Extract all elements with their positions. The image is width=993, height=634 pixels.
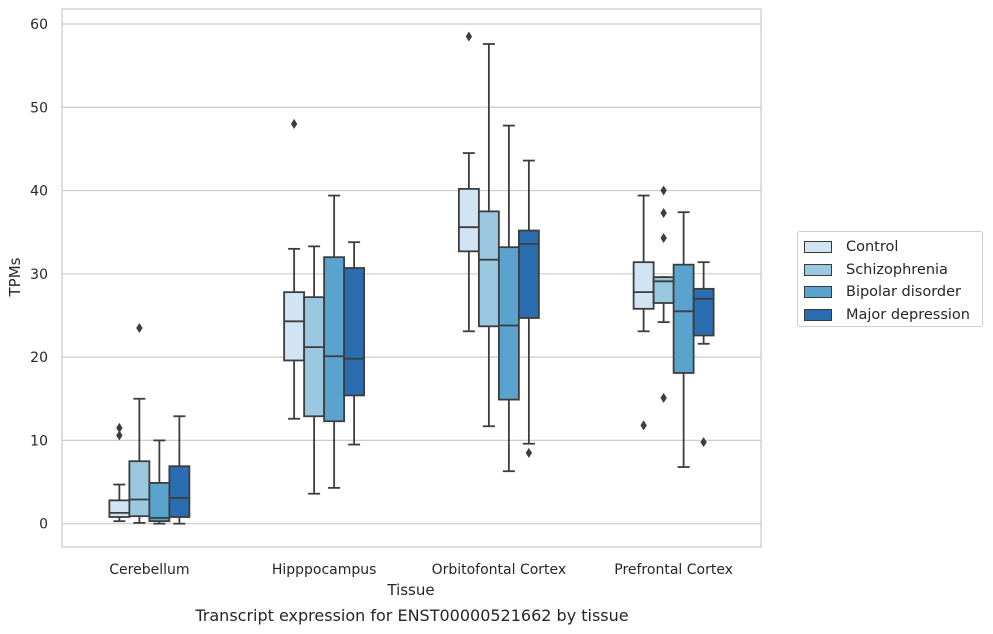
legend-label: Schizophrenia	[846, 261, 948, 278]
outlier-point	[700, 437, 707, 448]
chart-caption: Transcript expression for ENST0000052166…	[195, 606, 629, 625]
legend: Control Schizophrenia Bipolar disorder Majo…	[797, 231, 983, 327]
outlier-point	[136, 322, 143, 333]
box-body	[128, 460, 151, 518]
x-axis-ticks: Cerebellum Hipppocampus Orbitofontal Corte…	[109, 562, 733, 578]
y-axis-ticks: 0 10 20 30 40 50 60	[30, 17, 48, 533]
box-schizophrenia	[128, 322, 151, 524]
box-body	[343, 267, 366, 397]
gridlines	[62, 23, 761, 525]
box-schizophrenia	[652, 185, 675, 403]
y-tick-label: 60	[30, 17, 48, 33]
legend-swatch	[804, 308, 832, 321]
outlier-point	[660, 185, 667, 196]
x-tick-label: Hipppocampus	[272, 562, 377, 578]
box-major-depression	[692, 261, 715, 448]
box-major-depression	[168, 415, 191, 525]
y-tick-label: 10	[30, 433, 48, 449]
x-axis-label: Tissue	[386, 581, 434, 599]
box-control	[108, 422, 131, 523]
outlier-point	[525, 447, 533, 458]
box-control	[632, 194, 655, 431]
box-bipolar-disorder	[497, 124, 520, 473]
legend-label: Bipolar disorder	[846, 284, 961, 301]
legend-item: Major depression	[804, 304, 982, 327]
box-plot-area	[108, 31, 715, 525]
box-body	[283, 291, 306, 362]
outlier-point	[290, 118, 298, 129]
legend-swatch	[804, 286, 832, 299]
outlier-point	[660, 392, 667, 403]
box-major-depression	[343, 241, 366, 446]
x-tick-label: Cerebellum	[109, 562, 189, 578]
legend-swatch	[804, 241, 832, 254]
box-major-depression	[517, 159, 540, 458]
outlier-point	[640, 420, 647, 431]
box-bipolar-disorder	[323, 194, 346, 489]
box-body	[517, 229, 540, 319]
outlier-point	[660, 233, 667, 244]
legend-label: Control	[846, 239, 899, 256]
y-tick-label: 30	[30, 267, 48, 283]
box-body	[168, 465, 191, 518]
outlier-point	[660, 208, 667, 219]
box-body	[477, 210, 500, 328]
box-schizophrenia	[477, 43, 500, 428]
box-control	[283, 118, 306, 420]
y-tick-label: 50	[30, 100, 48, 116]
box-bipolar-disorder	[148, 439, 171, 525]
box-body	[692, 287, 715, 337]
outlier-point	[465, 31, 473, 42]
y-axis-label: TPMs	[6, 257, 24, 297]
box-body	[632, 261, 655, 310]
x-tick-label: Prefrontal Cortex	[614, 562, 733, 578]
y-tick-label: 20	[30, 350, 48, 366]
x-tick-label: Orbitofontal Cortex	[432, 562, 567, 578]
legend-label: Major depression	[846, 306, 970, 323]
outlier-point	[116, 430, 123, 441]
y-tick-label: 40	[30, 184, 48, 200]
legend-swatch	[804, 263, 832, 276]
box-bipolar-disorder	[672, 211, 695, 468]
box-body	[108, 499, 131, 518]
box-body	[323, 256, 346, 423]
box-body	[497, 246, 520, 401]
box-body	[672, 263, 695, 374]
outlier-point	[116, 422, 123, 433]
box-control	[457, 31, 480, 333]
y-tick-label: 0	[39, 517, 48, 533]
box-body	[457, 187, 480, 253]
legend-item: Bipolar disorder	[804, 281, 982, 304]
legend-item: Schizophrenia	[804, 259, 982, 282]
legend-item: Control	[804, 236, 982, 259]
box-body	[148, 481, 171, 523]
box-body	[303, 296, 326, 418]
plot-frame	[61, 8, 762, 548]
box-schizophrenia	[303, 245, 326, 495]
